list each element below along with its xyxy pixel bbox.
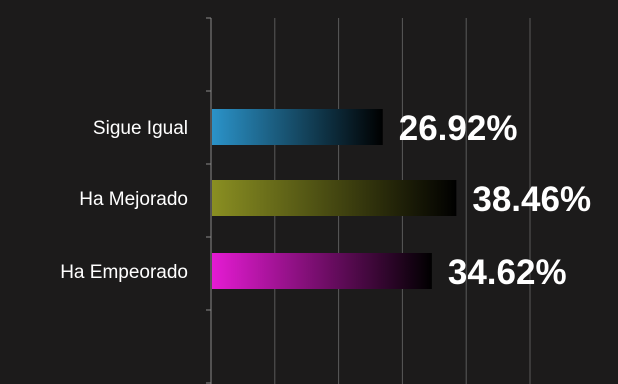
bar-ha-empeorado [212,253,432,289]
category-axis [206,17,212,384]
category-labels: Sigue Igual Ha Mejorado Ha Empeorado [60,118,188,283]
bars [212,109,457,289]
bar-sigue-igual [212,109,383,145]
value-labels: 26.92% 38.46% 34.62% [399,109,591,292]
category-label: Ha Mejorado [79,189,188,210]
value-label: 38.46% [472,180,591,219]
category-label: Sigue Igual [93,118,188,139]
bar-ha-mejorado [212,180,457,216]
value-label: 26.92% [399,109,518,148]
value-label: 34.62% [448,253,567,292]
category-label: Ha Empeorado [60,262,188,283]
